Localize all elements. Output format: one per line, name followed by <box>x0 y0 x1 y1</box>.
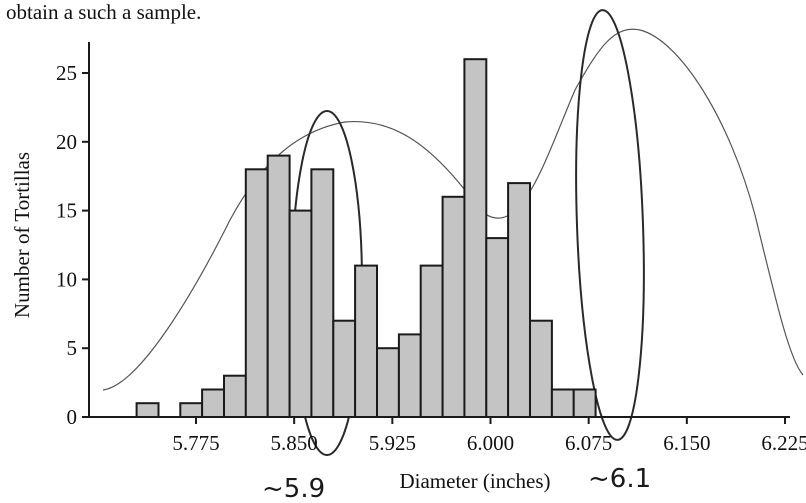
histogram-bar <box>376 347 400 419</box>
histogram-bar <box>179 402 204 419</box>
histogram-bar <box>288 209 313 418</box>
x-tick-label: 5.850 <box>271 431 318 455</box>
histogram-bar <box>332 319 357 419</box>
histogram-bar <box>419 264 444 418</box>
x-axis-ticks: 5.775 5.850 5.925 6.000 6.075 6.150 6.225 <box>172 417 806 455</box>
histogram-bar <box>244 168 269 418</box>
x-tick-label: 6.225 <box>761 431 806 455</box>
histogram-bar <box>529 319 553 419</box>
x-tick-label: 6.000 <box>467 431 514 455</box>
handwritten-note-left-peak: ~5.9 <box>262 474 325 503</box>
handwritten-note-right-peak: ~6.1 <box>588 464 651 494</box>
y-tick-label: 0 <box>67 405 78 429</box>
histogram-bar <box>550 388 575 418</box>
y-tick-label: 20 <box>56 130 77 154</box>
intro-text: obtain a such a sample. <box>6 0 202 24</box>
x-tick-label: 6.150 <box>663 431 710 455</box>
histogram-bar <box>201 388 226 418</box>
y-tick-label: 15 <box>56 199 77 223</box>
x-tick-label: 5.925 <box>369 431 416 455</box>
y-tick-label: 25 <box>56 61 77 85</box>
histogram-bar <box>354 264 379 418</box>
histogram-bar <box>441 195 466 418</box>
histogram-bar <box>463 58 488 418</box>
histogram-bar <box>507 182 532 418</box>
histogram-bar <box>310 168 335 418</box>
y-tick-label: 5 <box>67 336 78 360</box>
histogram-bar <box>135 402 160 419</box>
x-tick-label: 6.075 <box>565 431 612 455</box>
histogram-bar <box>223 374 247 419</box>
histogram-bars <box>135 58 597 419</box>
histogram-bar <box>397 333 422 418</box>
handdrawn-circle-right-peak <box>575 9 645 441</box>
x-tick-label: 5.775 <box>172 431 219 455</box>
x-axis-label: Diameter (inches) <box>399 469 550 493</box>
histogram-bar <box>266 154 291 418</box>
histogram-bar <box>572 388 597 418</box>
y-axis-label: Number of Tortillas <box>10 152 34 318</box>
y-tick-label: 10 <box>56 267 77 291</box>
y-axis-ticks: 0 5 10 15 20 25 <box>56 61 89 429</box>
histogram-bar <box>485 237 510 418</box>
